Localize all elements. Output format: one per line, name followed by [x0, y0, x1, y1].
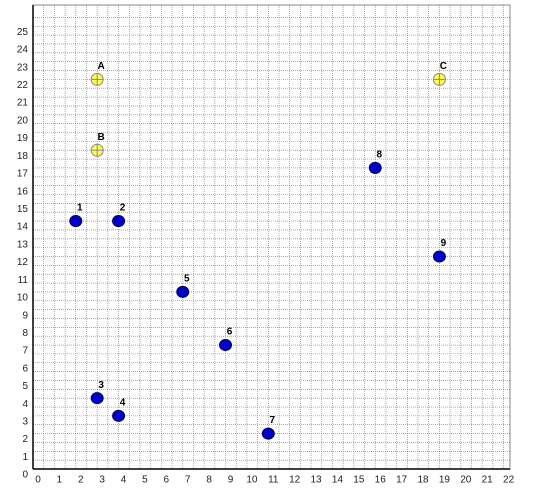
y-tick-label: 7 — [22, 346, 28, 357]
y-tick-label: 18 — [17, 151, 29, 162]
x-tick-label: 7 — [185, 475, 191, 486]
point — [69, 215, 83, 228]
point — [90, 143, 104, 157]
y-tick-label: 11 — [18, 275, 29, 286]
y-tick-label: 10 — [17, 293, 29, 304]
point-label: 8 — [376, 150, 382, 161]
y-tick-label: 6 — [22, 363, 28, 374]
point-label: A — [98, 61, 105, 72]
point — [112, 215, 126, 228]
x-tick-label: 4 — [121, 475, 127, 486]
x-tick-label: 20 — [460, 475, 472, 486]
y-tick-label: 1 — [22, 452, 28, 463]
x-tick-label: 1 — [57, 475, 63, 486]
y-tick-label: 20 — [17, 115, 29, 126]
y-tick-label: 15 — [17, 204, 29, 215]
point-label: 2 — [120, 203, 126, 214]
x-tick-label: 18 — [417, 475, 429, 486]
x-tick-label: 17 — [396, 475, 408, 486]
x-tick-label: 13 — [311, 475, 323, 486]
x-tick-label: 12 — [289, 475, 301, 486]
x-tick-label: 6 — [164, 475, 170, 486]
point-label: 1 — [77, 203, 83, 214]
point-label: 5 — [184, 274, 190, 285]
point-label: 4 — [120, 398, 126, 409]
point — [261, 427, 275, 440]
point-label: 9 — [441, 238, 447, 249]
x-tick-label: 8 — [206, 475, 212, 486]
point-label: 6 — [227, 327, 233, 338]
y-tick-label: 25 — [17, 27, 29, 38]
y-tick-label: 22 — [17, 80, 29, 91]
x-tick-label: 0 — [35, 475, 41, 486]
point — [432, 72, 446, 86]
y-tick-label: 8 — [22, 328, 28, 339]
y-tick-label: 14 — [17, 222, 29, 233]
x-tick-label: 14 — [332, 475, 344, 486]
point-label: 3 — [98, 380, 104, 391]
x-tick-label: 5 — [142, 475, 148, 486]
x-tick-label: 21 — [482, 475, 494, 486]
y-tick-label: 21 — [17, 98, 29, 109]
x-tick-label: 19 — [439, 475, 451, 486]
y-tick-label: 23 — [17, 62, 29, 73]
x-tick-label: 10 — [246, 475, 258, 486]
point — [432, 250, 446, 263]
x-tick-label: 3 — [99, 475, 105, 486]
point-label: C — [440, 61, 447, 72]
y-tick-label: 9 — [22, 310, 28, 321]
plot-area — [32, 4, 511, 470]
point — [368, 161, 382, 174]
y-tick-label: 5 — [22, 381, 28, 392]
point — [90, 392, 104, 405]
y-tick-label: 3 — [22, 417, 28, 428]
x-tick-label: 16 — [375, 475, 387, 486]
y-tick-label: 13 — [17, 239, 29, 250]
point-label: B — [98, 132, 105, 143]
point — [176, 285, 190, 298]
y-tick-label: 17 — [17, 169, 29, 180]
point — [112, 409, 126, 422]
x-tick-label: 11 — [268, 475, 279, 486]
x-tick-label: 15 — [353, 475, 365, 486]
x-tick-label: 2 — [78, 475, 84, 486]
x-tick-label: 9 — [228, 475, 234, 486]
y-tick-label: 24 — [17, 45, 29, 56]
point-label: 7 — [270, 415, 276, 426]
y-tick-label: 0 — [22, 470, 28, 481]
y-tick-label: 12 — [17, 257, 29, 268]
x-tick-label: 22 — [503, 475, 515, 486]
point — [219, 339, 233, 352]
y-tick-label: 2 — [22, 434, 28, 445]
point — [90, 72, 104, 86]
y-tick-label: 16 — [17, 186, 29, 197]
y-tick-label: 4 — [22, 399, 28, 410]
y-tick-label: 19 — [17, 133, 29, 144]
